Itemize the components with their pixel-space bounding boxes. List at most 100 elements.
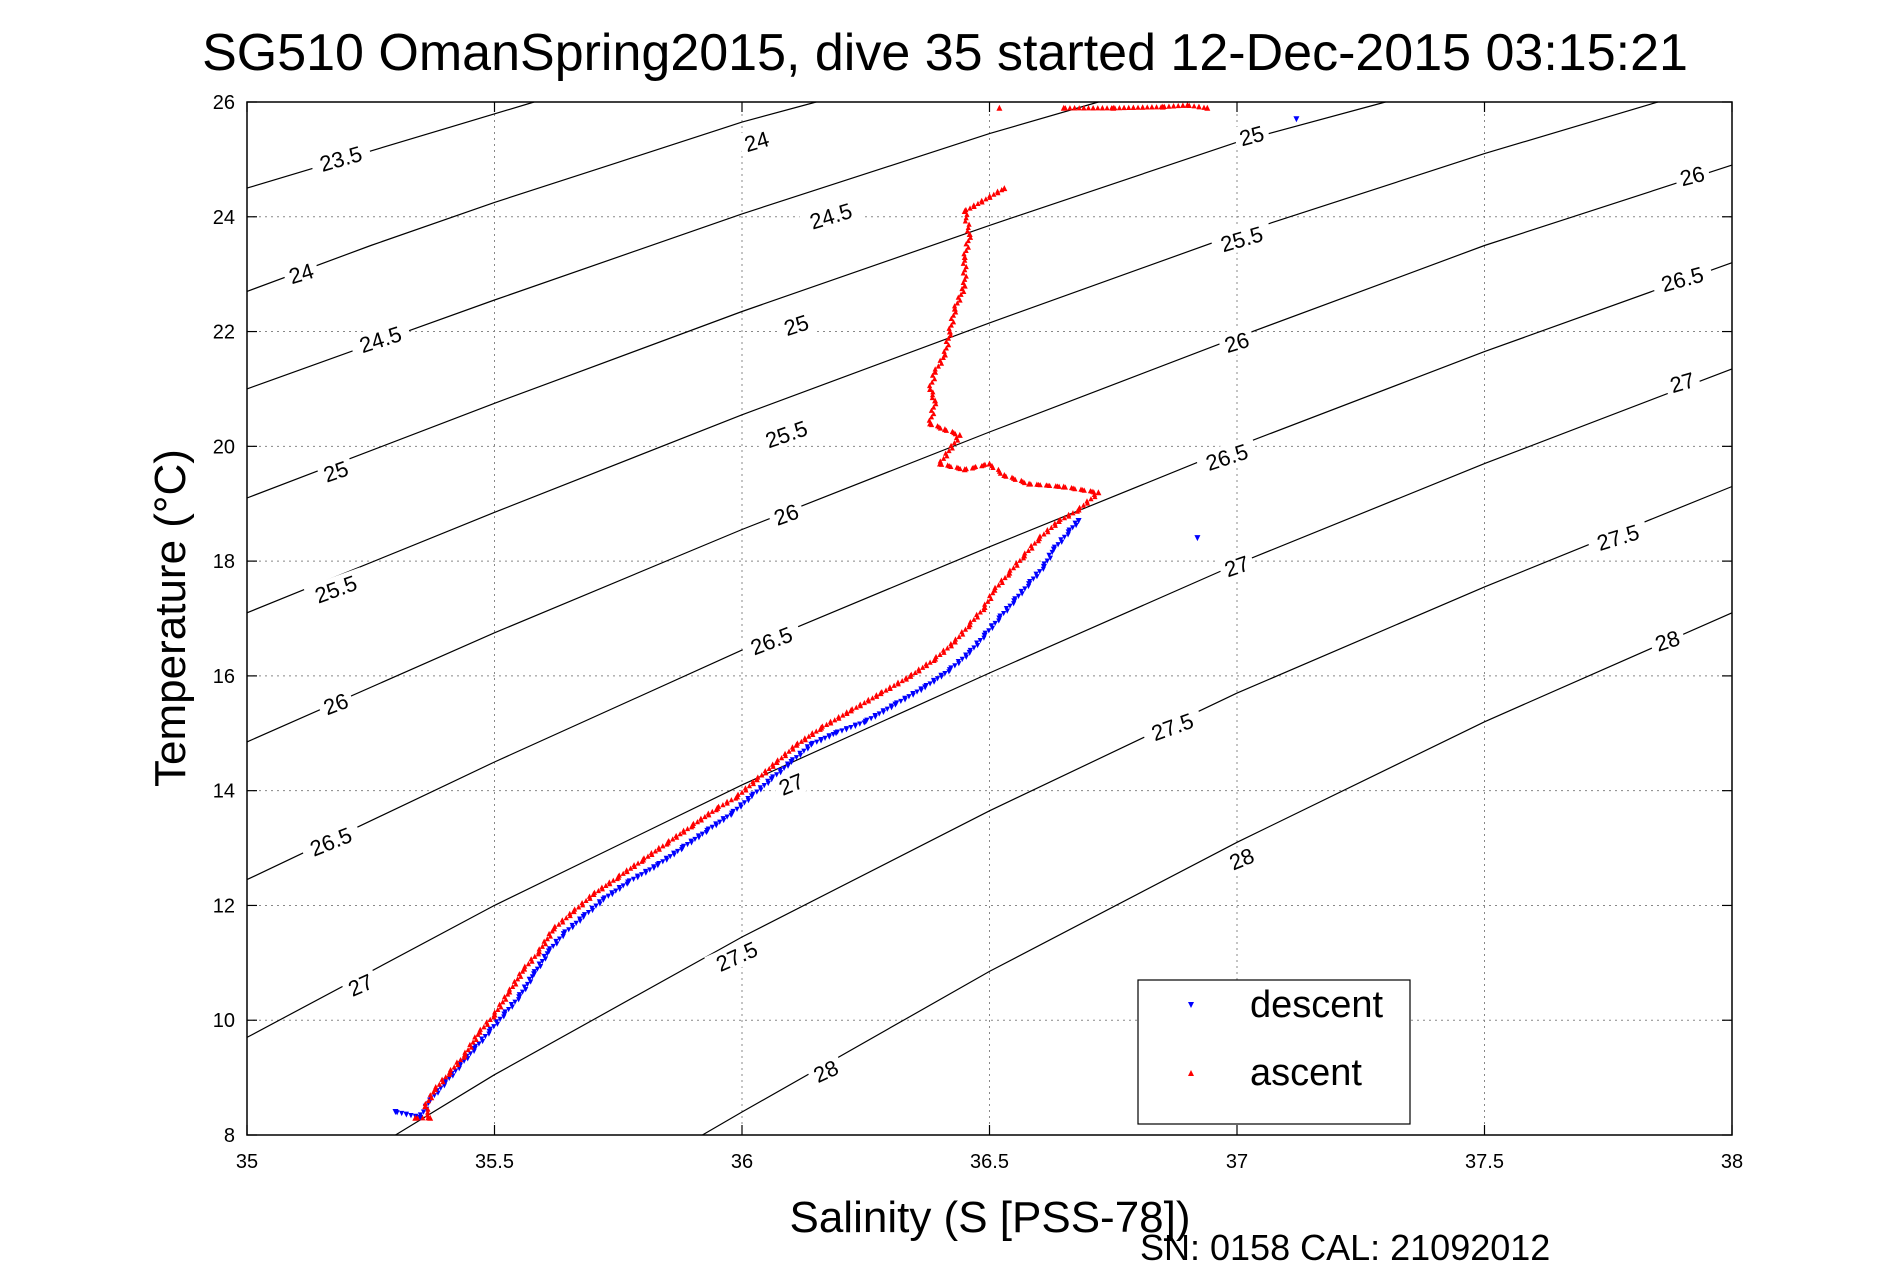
- descent-point: [801, 748, 807, 754]
- descent-point: [1026, 581, 1033, 588]
- ascent-point: [965, 244, 971, 250]
- ascent-point: [819, 723, 825, 729]
- descent-point: [566, 927, 572, 933]
- descent-point: [601, 895, 607, 901]
- ascent-point: [928, 414, 935, 420]
- ascent-point: [827, 718, 834, 724]
- ascent-point: [809, 730, 815, 736]
- ascent-point: [1095, 105, 1101, 111]
- ascent-point: [967, 234, 974, 240]
- ascent-point: [420, 1115, 426, 1121]
- ascent-point: [1121, 104, 1127, 111]
- ascent-point: [429, 1095, 435, 1101]
- ascent-point: [495, 1006, 501, 1012]
- ascent-point: [1022, 550, 1028, 556]
- ascent-point: [933, 653, 939, 660]
- ascent-point: [680, 827, 687, 833]
- x-tick-label: 36: [731, 1151, 753, 1173]
- descent-point: [872, 712, 878, 719]
- descent-point: [531, 969, 537, 975]
- ascent-point: [755, 774, 761, 780]
- ascent-point: [945, 342, 952, 348]
- ascent-point: [920, 664, 926, 670]
- ascent-point: [958, 291, 964, 297]
- descent-point: [613, 888, 619, 894]
- ascent-point: [941, 426, 948, 433]
- descent-point: [741, 800, 748, 806]
- ascent-point: [1017, 557, 1023, 563]
- ascent-point: [989, 462, 995, 469]
- ascent-point: [943, 450, 949, 456]
- descent-point: [1040, 563, 1047, 570]
- ascent-point: [427, 1114, 434, 1121]
- ascent-point: [982, 601, 988, 607]
- descent-point: [609, 890, 615, 896]
- ascent-point: [985, 598, 991, 604]
- descent-point: [880, 708, 886, 714]
- ascent-point: [1061, 515, 1068, 521]
- descent-point: [981, 632, 988, 639]
- descent-point: [545, 948, 552, 955]
- descent-point: [761, 783, 767, 789]
- ascent-point: [995, 466, 1002, 472]
- ascent-point: [967, 619, 973, 625]
- ascent-point: [1067, 105, 1073, 111]
- ascent-point: [956, 431, 963, 438]
- descent-point: [906, 694, 912, 700]
- descent-point: [596, 899, 603, 905]
- ascent-point: [422, 1103, 429, 1110]
- ascent-point: [1095, 489, 1102, 496]
- ascent-point: [971, 616, 977, 622]
- contour-label-background: [1140, 705, 1205, 749]
- descent-point: [656, 860, 662, 867]
- ascent-point: [987, 193, 993, 199]
- ascent-point: [891, 682, 897, 688]
- descent-point: [493, 1019, 500, 1025]
- ascent-point: [955, 294, 961, 300]
- ascent-point: [961, 282, 968, 289]
- descent-point: [713, 821, 719, 827]
- ascent-point: [965, 237, 971, 244]
- ascent-point: [1091, 491, 1098, 497]
- descent-point: [491, 1024, 497, 1030]
- ascent-point: [425, 1109, 431, 1115]
- descent-point: [519, 989, 526, 995]
- descent-point: [403, 1112, 409, 1118]
- x-tick-label: 38: [1721, 1151, 1743, 1173]
- ascent-point: [1013, 560, 1019, 566]
- ascent-point: [951, 303, 958, 309]
- ascent-point: [522, 963, 528, 969]
- descent-point: [467, 1051, 474, 1057]
- ascent-point: [929, 394, 935, 401]
- ascent-point: [932, 368, 939, 375]
- ascent-point: [912, 669, 918, 676]
- descent-point: [1050, 546, 1057, 553]
- descent-point: [1046, 552, 1052, 558]
- ascent-point: [1057, 516, 1063, 522]
- descent-point: [541, 953, 547, 960]
- descent-point: [955, 658, 961, 665]
- descent-point: [918, 686, 924, 692]
- descent-point: [750, 791, 756, 797]
- ascent-point: [865, 696, 871, 702]
- ascent-point: [1070, 510, 1076, 516]
- ascent-point: [1009, 474, 1015, 480]
- ascent-point: [766, 765, 772, 772]
- descent-point: [923, 683, 929, 689]
- descent-point: [1055, 542, 1061, 548]
- ascent-point: [552, 923, 558, 929]
- ascent-point: [832, 717, 838, 723]
- ascent-point: [849, 706, 855, 712]
- ascent-point: [510, 983, 516, 990]
- ascent-point: [963, 214, 969, 221]
- descent-point: [884, 706, 890, 712]
- ascent-point: [511, 978, 518, 984]
- ascent-point: [525, 961, 532, 967]
- ascent-point: [465, 1046, 471, 1053]
- ascent-point: [941, 348, 947, 354]
- ascent-point: [506, 986, 513, 992]
- descent-point: [789, 757, 796, 763]
- ascent-point: [1149, 104, 1155, 110]
- ascent-point: [528, 956, 534, 962]
- ascent-point: [735, 791, 741, 797]
